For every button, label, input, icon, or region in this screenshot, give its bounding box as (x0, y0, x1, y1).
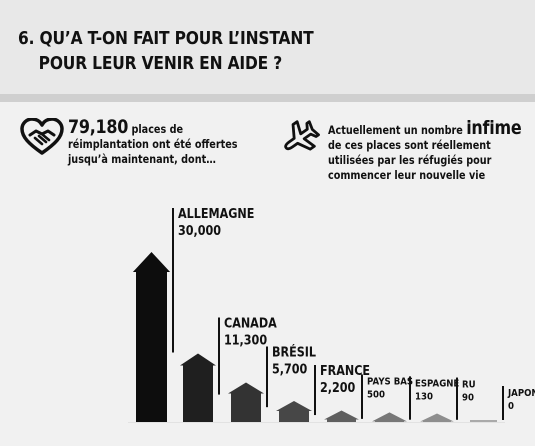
intro-line-1: places de (131, 122, 184, 136)
note-line-4: commencer leur nouvelle vie (328, 168, 486, 182)
value-label-espagne: 130 (415, 391, 433, 403)
intro-line-2: réimplantation ont été offertes (68, 137, 238, 151)
note-emphasis: infime (466, 117, 522, 139)
value-label-france: 2,200 (320, 380, 355, 395)
handshake-heart-icon (20, 118, 64, 156)
title-line-1: 6. QU’A T-ON FAIT POUR L’INSTANT (18, 28, 314, 49)
value-label-pays-bas: 500 (367, 389, 385, 401)
house-bar-espagne (372, 412, 407, 422)
usage-note: Actuellement un nombre infime de ces pla… (328, 119, 522, 183)
divider-band (0, 94, 535, 102)
note-line-3: utilisées par les réfugiés pour (328, 153, 492, 167)
category-label-japon: JAPON (507, 387, 535, 399)
house-bar-canada (180, 353, 216, 422)
category-label-ru: RU (462, 379, 476, 391)
house-bar-allemagne (132, 252, 171, 422)
total-places-number: 79,180 (68, 116, 129, 138)
value-label-ru: 90 (462, 392, 474, 404)
note-line-2: de ces places sont réellement (328, 138, 491, 152)
value-label-japon: 0 (508, 400, 514, 412)
house-bar-france (276, 401, 312, 422)
house-bar-ru (420, 413, 454, 422)
category-label-france: FRANCE (320, 363, 370, 378)
house-bar-japon (470, 420, 497, 422)
value-label-bresil: 5,700 (272, 362, 307, 377)
intro-text: 79,180 places de réimplantation ont été … (68, 118, 238, 167)
category-label-canada: CANADA (224, 316, 277, 331)
header-band (0, 0, 535, 94)
value-label-allemagne: 30,000 (178, 223, 221, 238)
intro-line-3: jusqu’à maintenant, dont… (68, 152, 216, 166)
note-line-1: Actuellement un nombre (328, 123, 463, 137)
house-bar-bresil (228, 382, 264, 422)
airplane-icon (280, 120, 320, 156)
category-label-allemagne: ALLEMAGNE (178, 206, 254, 221)
category-label-pays-bas: PAYS BAS (367, 376, 413, 388)
value-label-canada: 11,300 (224, 333, 267, 348)
category-label-espagne: ESPAGNE (415, 378, 459, 390)
category-label-bresil: BRÉSIL (272, 344, 316, 360)
house-bar-pays-bas (324, 410, 359, 422)
title-line-2: POUR LEUR VENIR EN AIDE ? (38, 53, 283, 74)
page-title: 6. QU’A T-ON FAIT POUR L’INSTANT POUR LE… (18, 26, 314, 76)
